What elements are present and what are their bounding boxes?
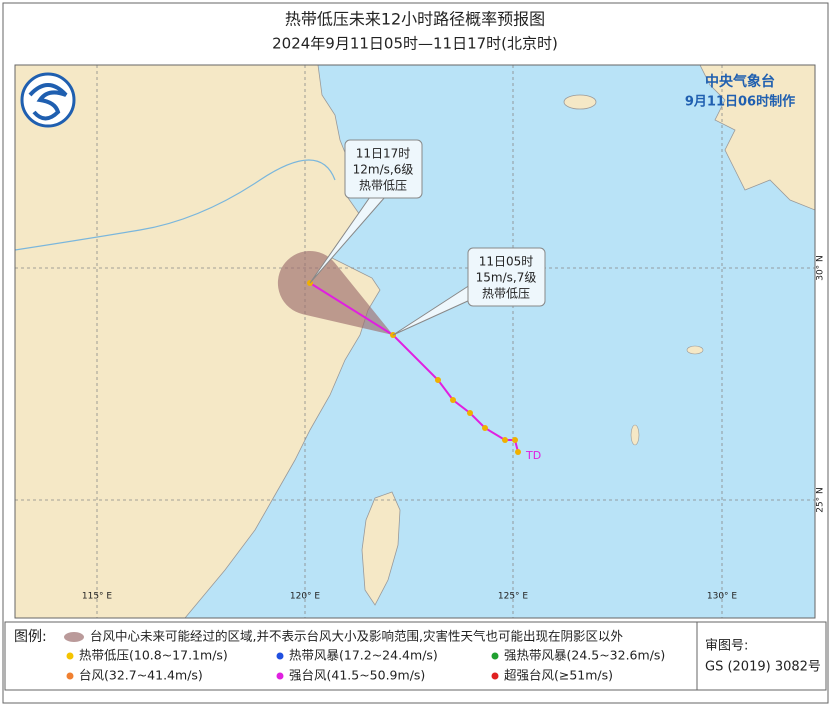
storm-label: TD — [525, 449, 541, 462]
probability-cone — [277, 250, 393, 335]
legend-dot — [66, 672, 74, 680]
callout-time: 11日17时 — [356, 147, 411, 161]
legend-box — [4, 621, 827, 691]
approval-number: GS (2019) 3082号 — [705, 660, 821, 675]
legend-label: 超强台风(≥51m/s) — [504, 668, 613, 683]
legend-dot — [491, 652, 499, 660]
mainland — [15, 65, 381, 618]
title: 热带低压未来12小时路径概率预报图 — [285, 10, 545, 29]
callout-pointer — [392, 284, 471, 336]
legend-label: 强台风(41.5~50.9m/s) — [289, 668, 425, 683]
kyushu — [699, 65, 815, 211]
track-point — [512, 437, 518, 443]
legend-dot — [276, 672, 284, 680]
subtitle: 2024年9月11日05时—11日17时(北京时) — [272, 35, 558, 53]
island — [630, 424, 640, 446]
callout-wind: 12m/s,6级 — [353, 163, 414, 177]
callout-wind: 15m/s,7级 — [476, 271, 537, 285]
track-point — [515, 449, 521, 455]
logo-mark — [28, 83, 68, 121]
track-point — [435, 377, 441, 383]
track-point — [502, 437, 508, 443]
river — [15, 159, 336, 251]
callout-box — [344, 139, 423, 199]
taiwan — [361, 491, 401, 606]
lon-label: 130° E — [707, 592, 738, 602]
island — [686, 345, 704, 355]
track-point — [482, 425, 488, 431]
callout-box — [467, 247, 546, 307]
legend-label: 热带低压(10.8~17.1m/s) — [79, 648, 228, 663]
legend-dot — [491, 672, 499, 680]
approval-label: 审图号: — [705, 639, 748, 654]
callout-level: 热带低压 — [359, 179, 407, 193]
legend-title: 图例: — [14, 629, 47, 645]
legend-cone-swatch — [64, 632, 84, 642]
jeju — [563, 94, 597, 110]
callout-time: 11日05时 — [479, 255, 534, 269]
lon-label: 120° E — [290, 592, 321, 602]
legend-label: 台风(32.7~41.4m/s) — [79, 668, 203, 683]
callout-level: 热带低压 — [482, 287, 530, 301]
legend-dot — [66, 652, 74, 660]
legend-label: 热带风暴(17.2~24.4m/s) — [289, 648, 438, 663]
lon-label: 115° E — [82, 592, 113, 602]
track-point — [467, 410, 473, 416]
lat-label: 30° N — [816, 255, 826, 281]
callout-pointer — [309, 196, 386, 284]
lat-label: 25° N — [816, 487, 826, 513]
legend-label: 强热带风暴(24.5~32.6m/s) — [504, 648, 665, 663]
map-frame — [14, 64, 816, 619]
legend-dot — [276, 652, 284, 660]
issue-time: 9月11日06时制作 — [685, 94, 795, 110]
track-point — [450, 397, 456, 403]
agency: 中央气象台 — [705, 73, 775, 90]
legend-cone-text: 台风中心未来可能经过的区域,并不表示台风大小及影响范围,灾害性天气也可能出现在阴… — [90, 629, 623, 644]
lon-label: 125° E — [498, 592, 529, 602]
map: TD 11日17时 12m/s,6级 热带低压 11日05时 15m/s,7级 … — [15, 65, 815, 618]
